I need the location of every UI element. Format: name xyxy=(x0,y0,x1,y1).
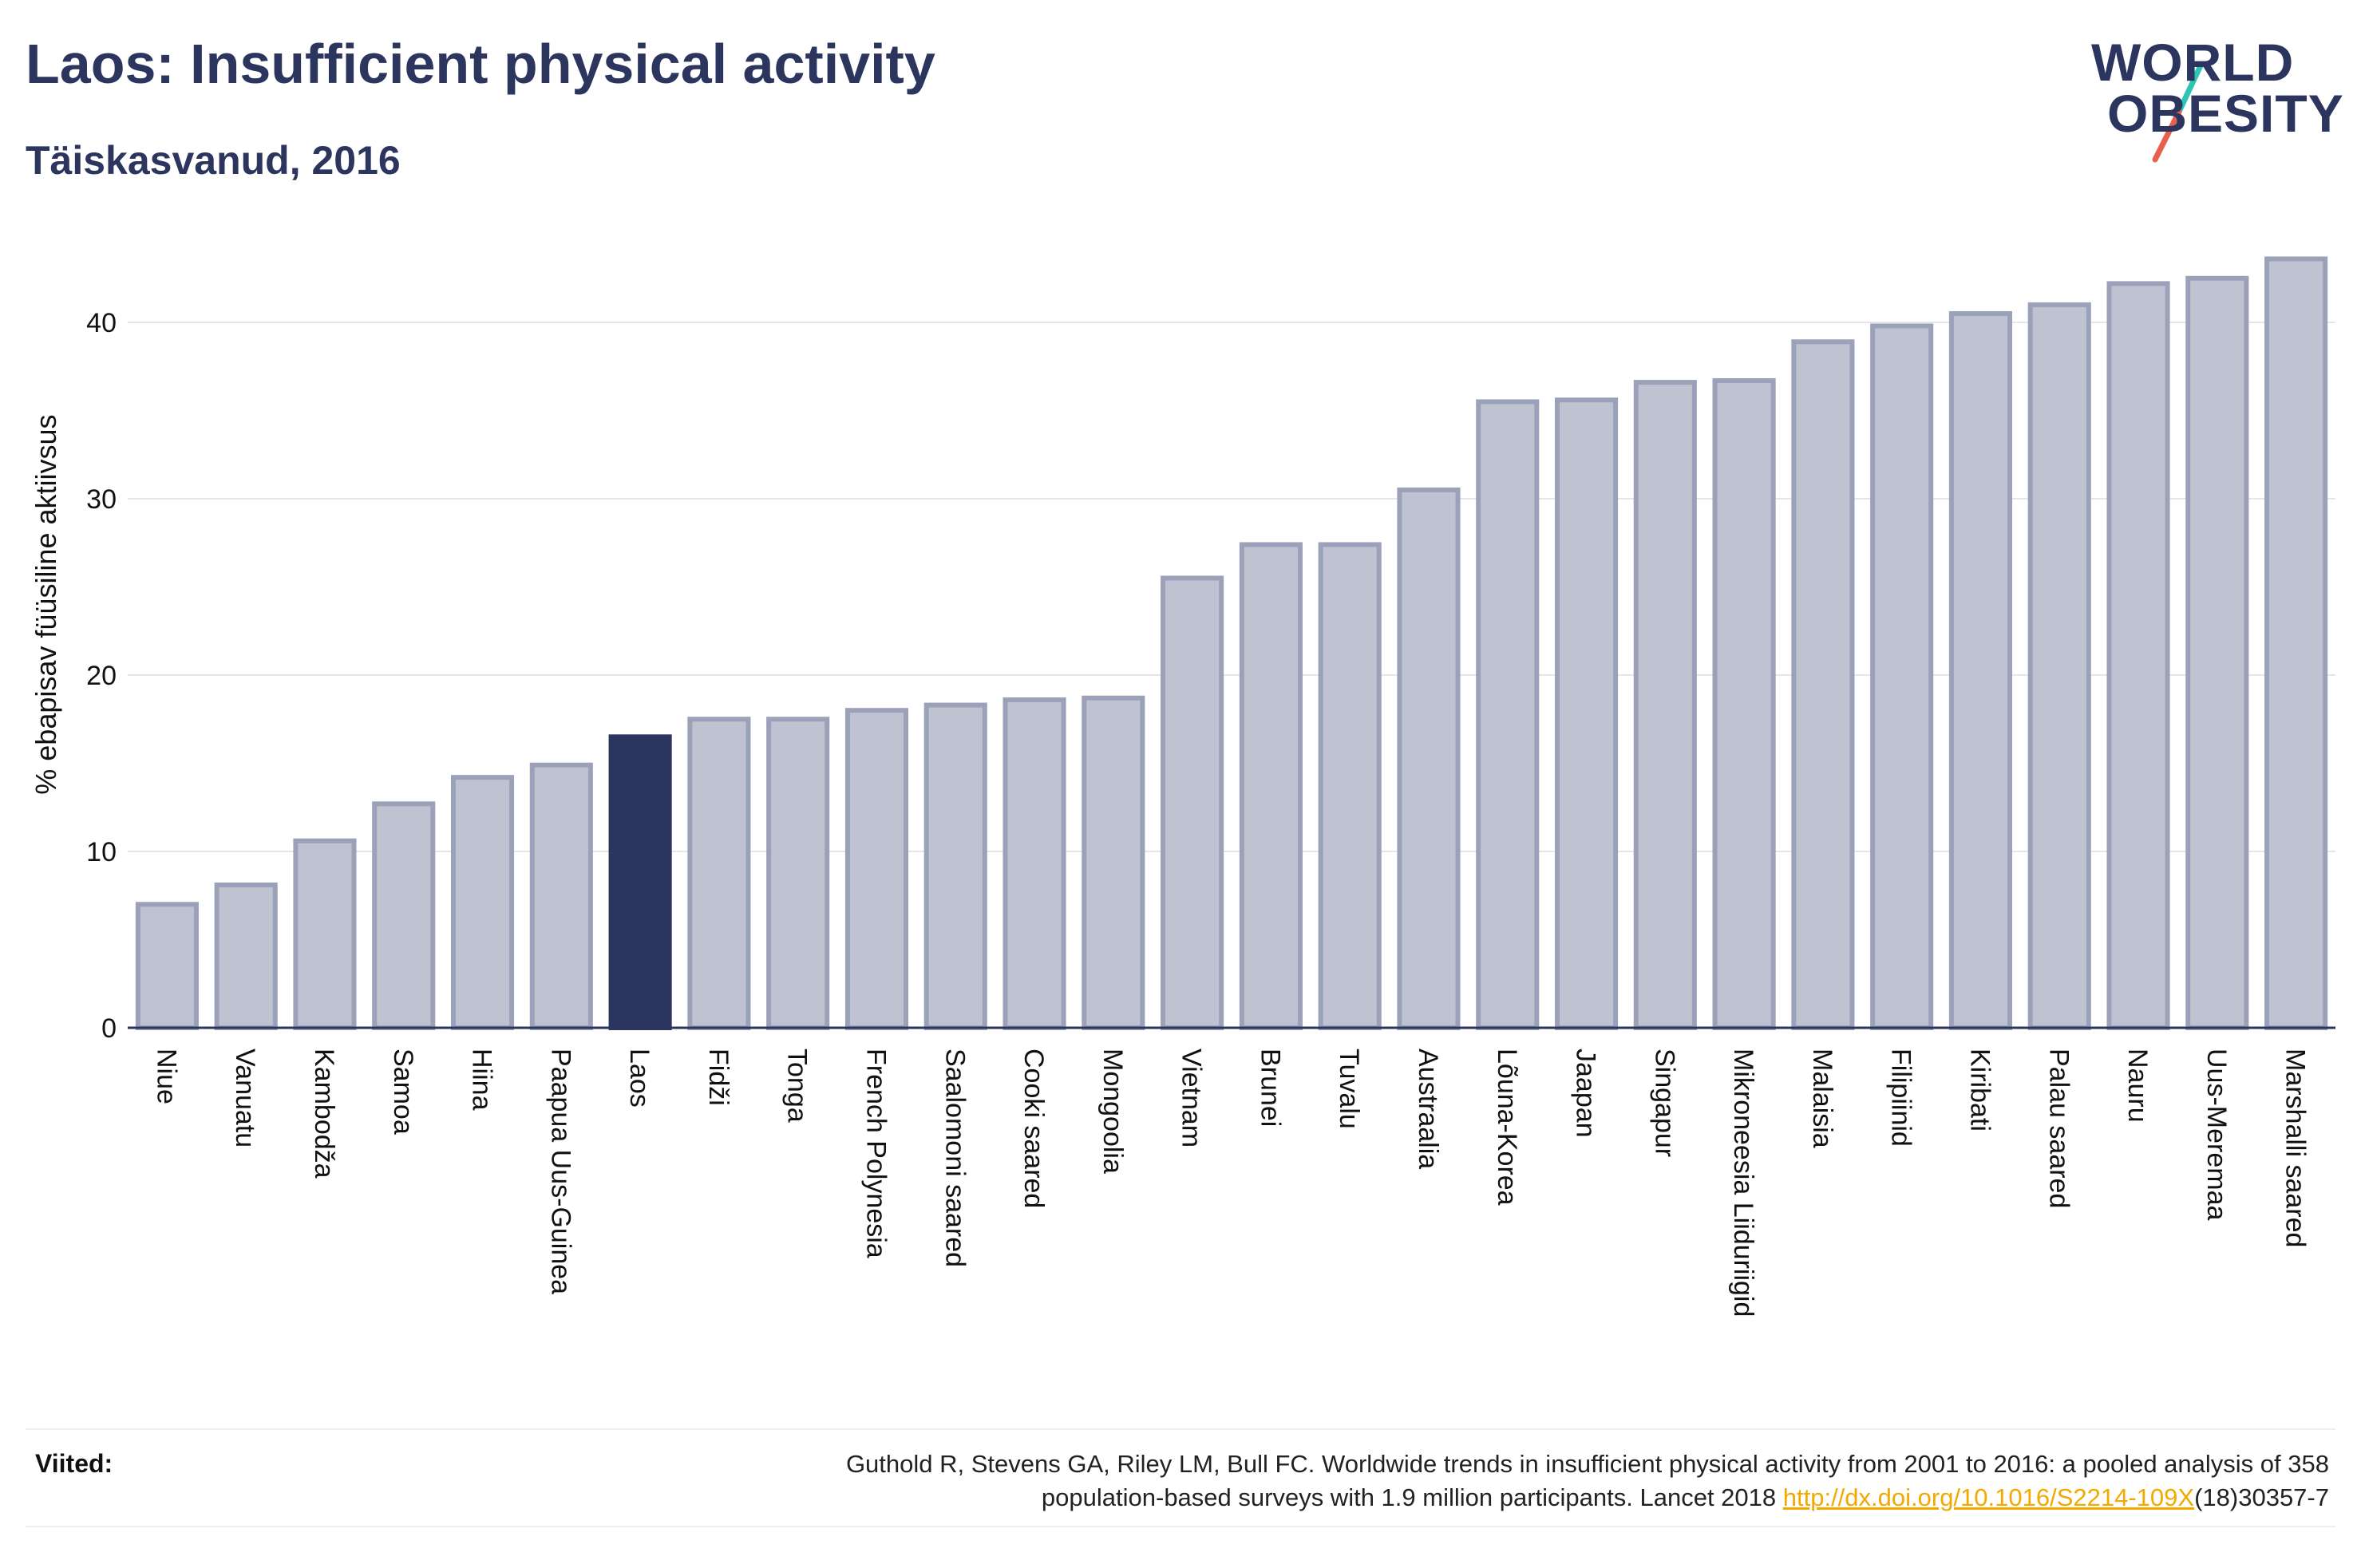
bar xyxy=(135,902,199,1031)
footer-divider-top xyxy=(26,1428,2335,1430)
bar xyxy=(450,775,515,1030)
reference-line-2-prefix: population-based surveys with 1.9 millio… xyxy=(1041,1483,1783,1511)
x-tick-label: Malaisia xyxy=(1807,1049,1837,1148)
x-tick-label: Nauru xyxy=(2122,1049,2153,1123)
x-tick-label: Mikroneesia Liiduriigid xyxy=(1728,1049,1758,1317)
bar xyxy=(844,708,909,1030)
x-tick-label: Lõuna-Korea xyxy=(1492,1049,1522,1206)
chart-title: Laos: Insufficient physical activity xyxy=(26,33,935,95)
bar xyxy=(1476,399,1540,1030)
x-tick-label: Paapua Uus-Guinea xyxy=(545,1049,575,1294)
x-tick-label: Kambodža xyxy=(309,1049,339,1179)
bar xyxy=(766,717,830,1030)
references-label: Viited: xyxy=(35,1449,113,1478)
bar xyxy=(1554,397,1619,1030)
x-tick-label: Fidži xyxy=(703,1049,734,1106)
logo-slash-icon xyxy=(2152,61,2205,163)
bar xyxy=(2185,275,2249,1030)
x-tick-label: Vanuatu xyxy=(230,1049,260,1147)
bar xyxy=(214,882,278,1030)
bar xyxy=(1161,575,1224,1030)
x-tick-label: Uus-Meremaa xyxy=(2201,1049,2232,1220)
y-tick-label: 0 xyxy=(101,1013,117,1044)
y-tick-label: 20 xyxy=(86,661,117,691)
world-obesity-logo[interactable]: WORLD OBESITY xyxy=(2075,32,2343,168)
x-tick-label: Jaapan xyxy=(1571,1049,1601,1138)
x-tick-label: French Polynesia xyxy=(860,1049,891,1258)
x-tick-label: Tuvalu xyxy=(1334,1049,1364,1129)
x-tick-label: Tonga xyxy=(782,1049,813,1123)
x-tick-label: Cooki saared xyxy=(1018,1049,1049,1208)
footer-divider-bottom xyxy=(26,1526,2335,1527)
x-tick-label: Niue xyxy=(151,1049,181,1104)
y-tick-label: 30 xyxy=(86,484,117,515)
y-tick-label: 40 xyxy=(86,308,117,338)
x-tick-label: Samoa xyxy=(388,1049,418,1135)
chart-subtitle: Täiskasvanud, 2016 xyxy=(26,138,401,183)
bar xyxy=(372,801,436,1031)
logo-text-obesity: OBESITY xyxy=(2107,84,2344,143)
bar xyxy=(1003,697,1066,1030)
reference-line-1: Guthold R, Stevens GA, Riley LM, Bull FC… xyxy=(845,1450,2329,1478)
bar xyxy=(2264,256,2328,1030)
x-tick-label: Kiribati xyxy=(1964,1049,1995,1132)
y-tick-label: 10 xyxy=(86,837,117,867)
x-tick-label: Filipiinid xyxy=(1886,1049,1916,1147)
x-tick-label: Brunei xyxy=(1255,1049,1285,1127)
bar xyxy=(2027,302,2091,1030)
x-tick-label: Laos xyxy=(624,1049,655,1108)
reference-doi-link[interactable]: http://dx.doi.org/10.1016/S2214-109X xyxy=(1782,1483,2195,1511)
x-tick-label: Saalomoni saared xyxy=(939,1049,970,1267)
bar xyxy=(293,838,357,1030)
reference-line-2-suffix: (18)30357-7 xyxy=(2194,1483,2329,1511)
bar xyxy=(1082,695,1145,1030)
reference-text: Guthold R, Stevens GA, Riley LM, Bull FC… xyxy=(493,1448,2329,1515)
bar xyxy=(608,734,672,1030)
bar xyxy=(1633,380,1697,1030)
x-tick-label: Hiina xyxy=(467,1049,497,1111)
x-tick-label: Marshalli saared xyxy=(2280,1049,2311,1247)
bar-chart: 0 10 20 30 40 % ebapisav füüsiline aktiivsus N… xyxy=(30,256,2335,1317)
bar xyxy=(1948,310,2013,1030)
x-tick-label: Mongoolia xyxy=(1097,1049,1128,1174)
bar xyxy=(1712,377,1776,1030)
bar xyxy=(1791,339,1855,1030)
bar xyxy=(1870,323,1934,1031)
bar xyxy=(1397,487,1461,1030)
x-tick-label: Vietnam xyxy=(1177,1049,1207,1147)
x-tick-label: Austraalia xyxy=(1413,1049,1443,1169)
bar xyxy=(2106,281,2170,1030)
logo-text-world: WORLD xyxy=(2091,33,2295,92)
x-tick-label: Palau saared xyxy=(2043,1049,2074,1208)
bar xyxy=(1318,542,1382,1030)
bar xyxy=(687,717,751,1030)
x-tick-label: Singapur xyxy=(1649,1049,1679,1157)
bar xyxy=(529,762,593,1031)
bar xyxy=(923,702,987,1030)
bar xyxy=(1239,542,1303,1030)
y-axis-label: % ebapisav füüsiline aktiivsus xyxy=(30,414,62,794)
